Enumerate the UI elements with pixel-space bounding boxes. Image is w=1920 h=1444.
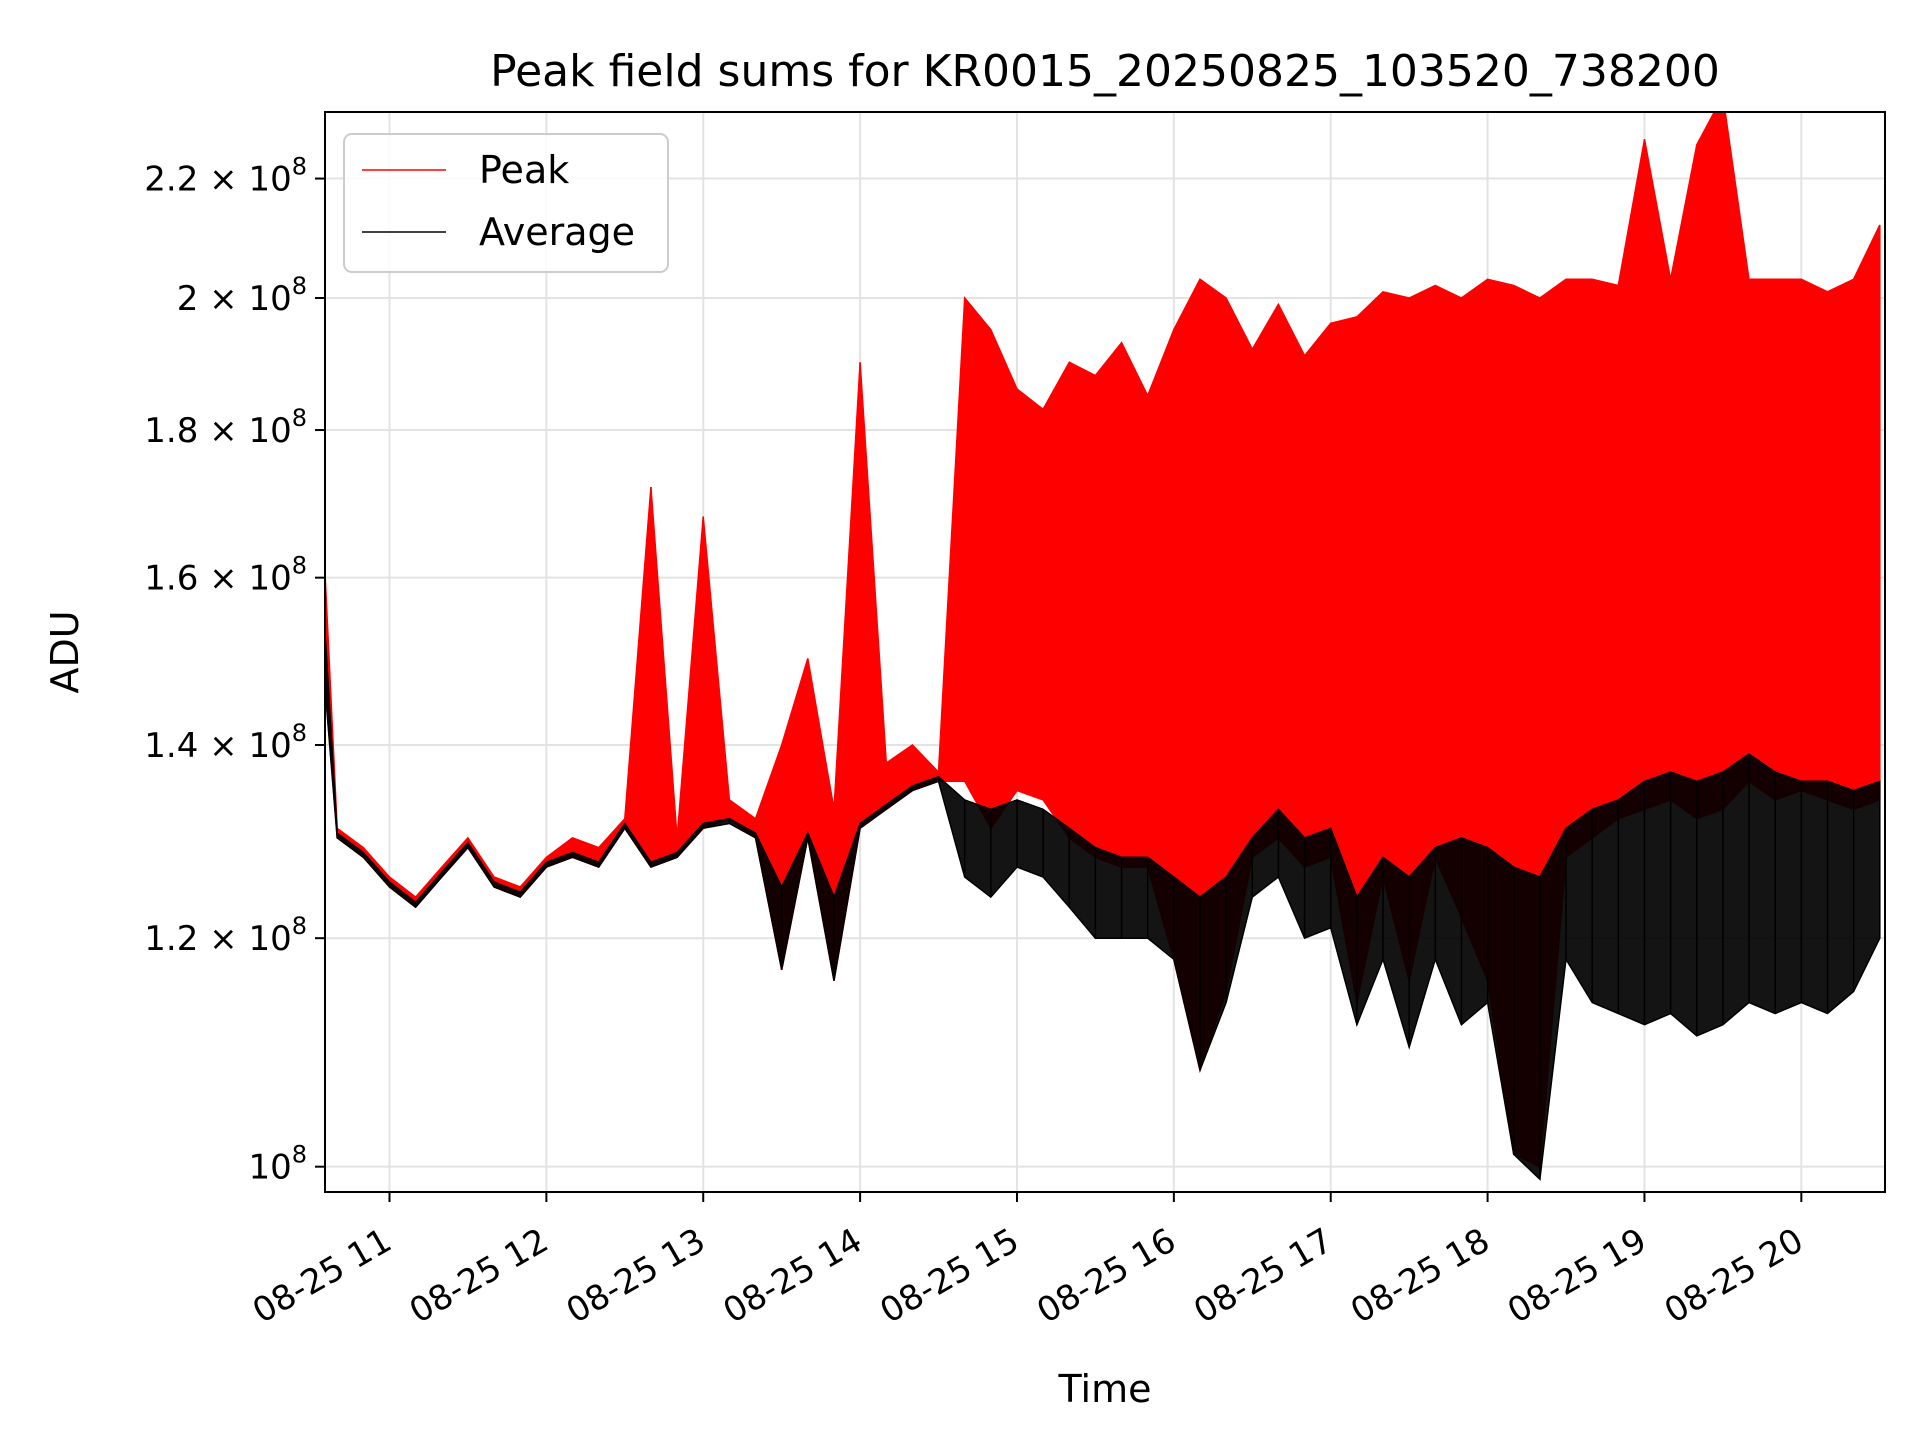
y-tick-mantissa: 1.6 × 10 bbox=[144, 559, 291, 599]
y-tick-label: 2.2 × 108 bbox=[144, 153, 307, 200]
y-axis-label: ADU bbox=[43, 610, 87, 693]
plot-area bbox=[325, 112, 1881, 1181]
series-layer bbox=[325, 112, 1881, 1181]
y-tick-exponent: 8 bbox=[292, 1141, 307, 1169]
y-tick-exponent: 8 bbox=[292, 719, 307, 747]
y-tick-mantissa: 2.2 × 10 bbox=[144, 160, 291, 200]
y-tick-mantissa: 2 × 10 bbox=[177, 279, 292, 319]
series-average-envelope bbox=[325, 619, 1881, 1181]
legend: Peak Average bbox=[343, 133, 669, 273]
y-tick-label: 1.6 × 108 bbox=[144, 552, 307, 599]
y-tick-exponent: 8 bbox=[292, 272, 307, 300]
y-tick-exponent: 8 bbox=[292, 404, 307, 432]
y-tick-mantissa: 1.8 × 10 bbox=[144, 411, 291, 451]
y-tick-mantissa: 1.2 × 10 bbox=[144, 919, 291, 959]
y-tick-label: 1.8 × 108 bbox=[144, 404, 307, 451]
series-average bbox=[325, 619, 1881, 1181]
y-tick-label: 1.4 × 108 bbox=[144, 719, 307, 766]
y-tick-mantissa: 1.4 × 10 bbox=[144, 726, 291, 766]
x-axis-label: Time bbox=[1058, 1367, 1152, 1411]
y-tick-exponent: 8 bbox=[292, 153, 307, 181]
plot-frame bbox=[324, 111, 1886, 1193]
y-tick-exponent: 8 bbox=[292, 912, 307, 940]
y-tick-label: 1.2 × 108 bbox=[144, 912, 307, 959]
y-tick-exponent: 8 bbox=[292, 552, 307, 580]
y-tick-mantissa: 10 bbox=[248, 1148, 291, 1188]
legend-label-peak: Peak bbox=[479, 148, 569, 192]
chart-title: Peak field sums for KR0015_20250825_1035… bbox=[490, 46, 1720, 97]
y-tick-label: 2 × 108 bbox=[177, 272, 307, 319]
legend-box bbox=[343, 133, 669, 273]
legend-label-average: Average bbox=[479, 210, 635, 254]
y-tick-label: 108 bbox=[248, 1141, 307, 1188]
